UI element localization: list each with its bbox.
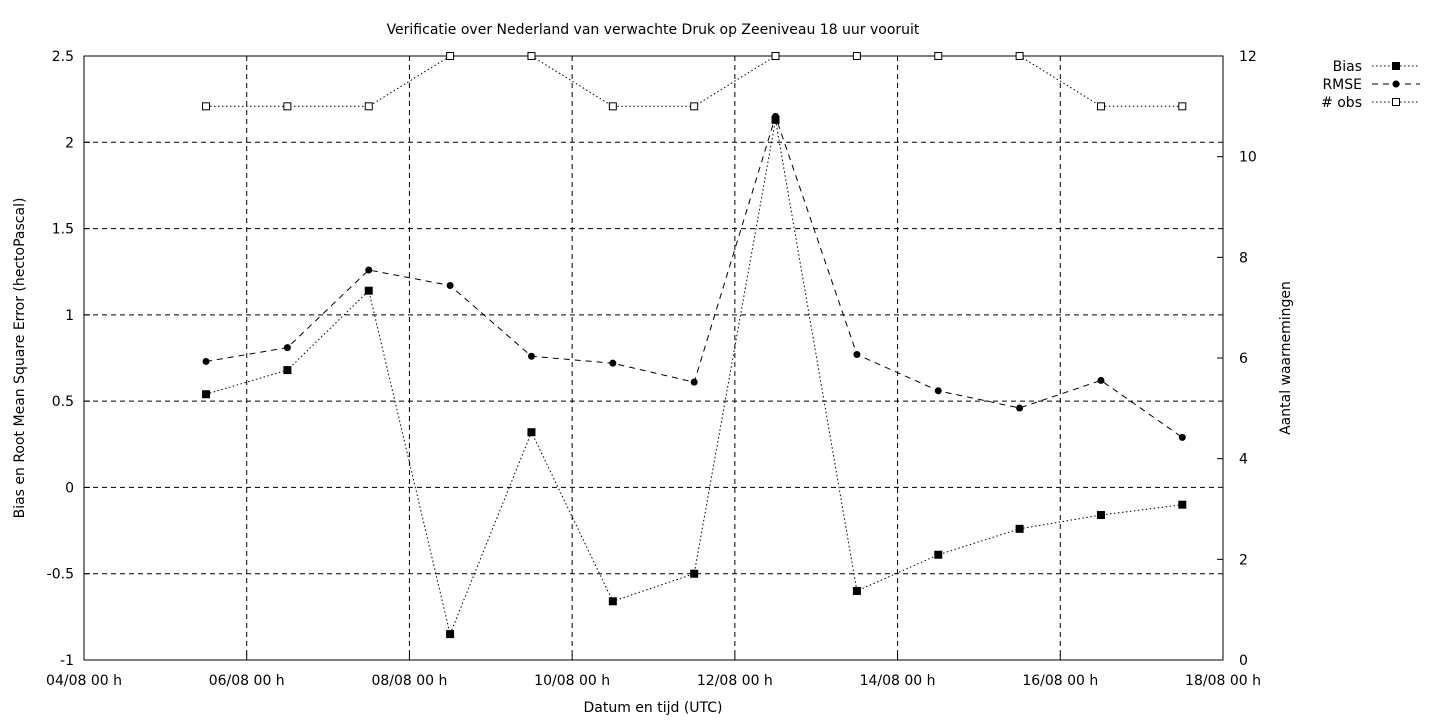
y2-tick-label: 10 [1239,150,1257,166]
data-point-obs [852,52,861,60]
data-point-obs [446,52,455,60]
y-tick-label: 1 [65,308,74,324]
grid [84,56,1223,660]
y2-tick-label: 8 [1239,250,1248,266]
y-axis-label: Bias en Root Mean Square Error (hectoPas… [12,198,28,519]
data-point-obs [202,102,211,111]
axes: -1-0.500.511.522.504/08 00 h 06/08 00 h 08… [46,49,1261,689]
series-line-obs [206,55,1183,107]
data-point-obs [527,52,536,60]
y-tick-label: 0 [65,480,74,496]
data-point-rmse [202,357,210,365]
y-tick-label: 0.5 [52,394,74,410]
legend: Bias RMSE # obs [1321,59,1420,111]
legend-marker-bias [1392,62,1400,70]
plot-frame [83,55,1224,661]
y-tick-label: -0.5 [47,567,74,583]
data-point-obs [690,102,699,111]
legend-label-bias: Bias [1333,59,1362,75]
data-point-obs [1096,102,1105,111]
y2-tick-label: 6 [1239,351,1248,367]
y2-axis-label: Aantal waarnemingen [1278,281,1294,435]
legend-marker-obs [1392,98,1400,106]
x-axis-label: Datum en tijd (UTC) [583,700,722,716]
data-point-rmse [772,112,780,120]
data-point-obs [771,52,780,60]
y-tick-label: 2 [65,135,74,151]
series-bias [202,115,1187,639]
legend-marker-rmse [1392,80,1400,88]
data-point-rmse [365,266,373,274]
series-rmse [202,112,1186,441]
legend-label-rmse: RMSE [1322,77,1362,93]
y2-tick-label: 4 [1239,452,1248,468]
data-point-rmse [853,351,861,359]
data-point-obs [1178,102,1187,111]
data-point-rmse [527,352,535,360]
series-line-rmse [205,114,1183,438]
data-point-bias [364,286,373,295]
x-tick-label: 16/08 00 h [1022,673,1098,689]
y-tick-label: 2.5 [52,49,74,65]
data-point-bias [527,428,536,437]
x-tick-label: 08/08 00 h [371,673,447,689]
data-point-obs [1015,52,1024,60]
data-point-obs [283,102,292,111]
data-point-bias [1015,524,1024,533]
data-point-bias [1096,511,1105,520]
data-point-bias [446,630,455,639]
y-tick-label: -1 [60,653,74,669]
x-tick-label: 04/08 00 h [46,673,122,689]
data-point-obs [934,52,943,60]
y2-tick-label: 12 [1239,49,1257,65]
x-tick-label: 06/08 00 h [209,673,285,689]
data-point-rmse [1016,404,1024,412]
data-point-bias [934,550,943,559]
data-point-rmse [934,387,942,395]
x-tick-label: 10/08 00 h [534,673,610,689]
data-point-rmse [1178,433,1186,441]
data-point-bias [690,569,699,578]
data-point-obs [364,102,373,111]
series-line-bias [205,119,1183,636]
x-tick-label: 14/08 00 h [860,673,936,689]
y2-tick-label: 2 [1239,552,1248,568]
legend-label-obs: # obs [1321,95,1362,111]
data-point-obs [608,102,617,111]
data-point-bias [852,586,861,595]
data-point-bias [1178,500,1187,509]
chart-title: Verificatie over Nederland van verwachte… [387,22,920,38]
data-point-bias [608,597,617,606]
data-point-rmse [1097,376,1105,384]
data-point-bias [283,366,292,375]
y2-tick-label: 0 [1239,653,1248,669]
x-tick-label: 18/08 00 h [1185,673,1261,689]
data-point-rmse [446,282,454,290]
x-tick-label: 12/08 00 h [697,673,773,689]
y-tick-label: 1.5 [52,222,74,238]
data-point-rmse [690,378,698,386]
series-group [202,52,1187,639]
data-point-bias [202,390,211,399]
data-point-rmse [283,344,291,352]
data-point-rmse [609,359,617,367]
series-obs [202,52,1187,111]
